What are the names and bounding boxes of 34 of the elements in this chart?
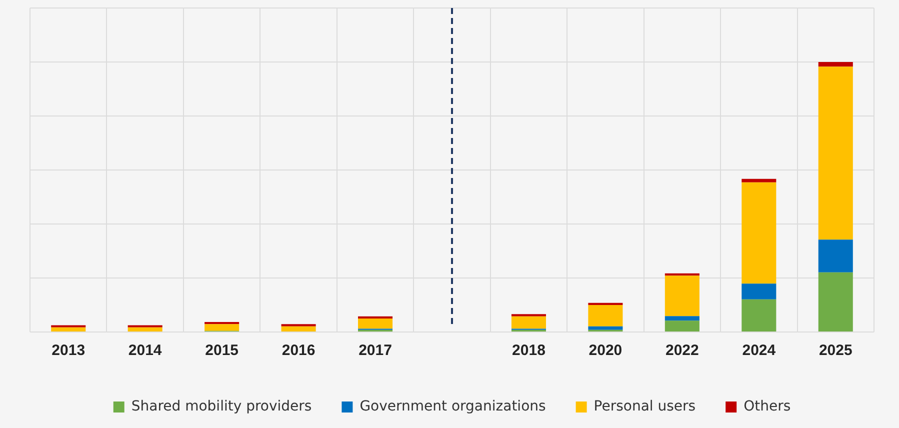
bar: [51, 327, 86, 332]
legend-label: Personal users: [594, 398, 696, 415]
bar: [818, 272, 853, 332]
bar: [588, 326, 623, 330]
x-tick-label: 2015: [205, 342, 239, 360]
x-tick-label: 2025: [818, 342, 852, 360]
bar: [358, 318, 393, 329]
bar: [204, 324, 240, 331]
x-tick-label: 2022: [665, 342, 699, 360]
x-tick-label: 2020: [588, 342, 622, 360]
legend-label: Others: [744, 398, 791, 415]
bar: [742, 299, 776, 332]
bar: [742, 178, 776, 182]
x-tick-label: 2017: [358, 342, 392, 360]
x-tick-label: 2016: [282, 342, 316, 360]
bar: [588, 305, 623, 326]
x-tick-label: 2014: [128, 342, 162, 360]
bar: [818, 66, 853, 240]
bar: [664, 316, 700, 321]
bar: [818, 240, 853, 272]
x-tick-label: 2013: [52, 342, 86, 360]
bar: [664, 276, 700, 316]
x-tick-label: 2024: [742, 342, 776, 360]
bar: [818, 62, 853, 67]
bar: [128, 327, 162, 332]
legend-label: Shared mobility providers: [131, 398, 312, 415]
x-tick-label: 2018: [512, 342, 546, 360]
bar: [742, 182, 776, 284]
bar: [281, 326, 316, 332]
bar: [664, 273, 700, 276]
bar: [742, 284, 776, 300]
bar: [664, 320, 700, 332]
bar: [511, 316, 546, 329]
legend-label: Government organizations: [360, 398, 546, 415]
